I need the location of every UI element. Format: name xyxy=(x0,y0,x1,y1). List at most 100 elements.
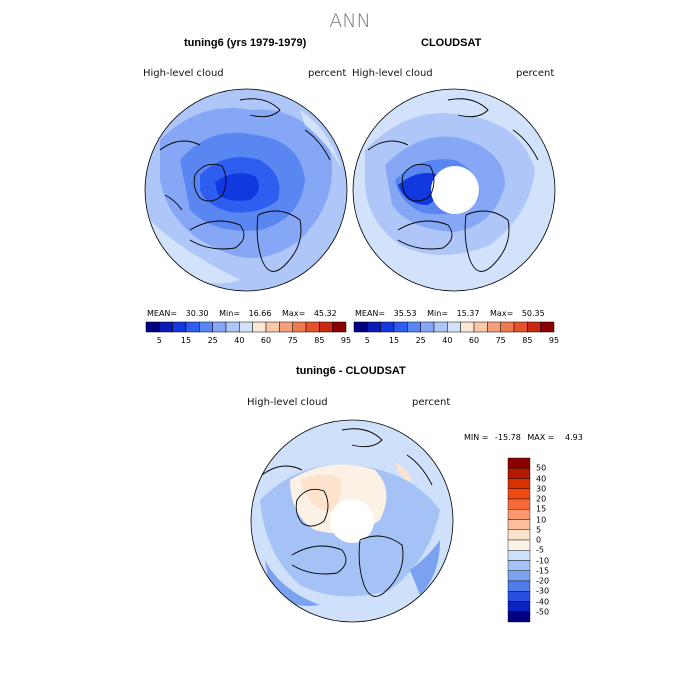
colorbar-swatch xyxy=(507,601,531,612)
colorbar-swatch xyxy=(507,498,531,510)
colorbar-swatch xyxy=(507,529,531,541)
panel-3-title: tuning6 - CLOUDSAT xyxy=(296,365,406,377)
max-value: 4.93 xyxy=(565,433,583,442)
colorbar-swatch xyxy=(507,488,531,500)
panel-2-units-label: percent xyxy=(516,68,555,79)
panel-3-coastlines xyxy=(261,428,433,597)
colorbar-swatch xyxy=(500,321,515,333)
colorbar-swatch xyxy=(353,321,368,333)
max-label: Max= xyxy=(282,309,306,318)
panel-3-units-label: percent xyxy=(412,397,451,408)
colorbar-swatch xyxy=(507,478,531,489)
colorbar-swatch xyxy=(239,321,253,333)
colorbar-tick-label: 30 xyxy=(536,484,547,494)
panel-3-map xyxy=(251,420,453,622)
colorbar-tick-label: 40 xyxy=(234,336,245,345)
colorbar-tick-label: 85 xyxy=(522,336,533,345)
colorbar-tick-label: 10 xyxy=(536,515,547,524)
colorbar-swatch xyxy=(212,321,227,333)
max-value: 45.32 xyxy=(313,309,337,318)
colorbar-tick-label: 5 xyxy=(536,525,542,535)
colorbar-tick-label: 15 xyxy=(536,504,547,514)
colorbar-swatch xyxy=(172,321,187,333)
colorbar-swatch xyxy=(540,321,555,333)
colorbar-tick-label: 25 xyxy=(207,336,218,345)
colorbar-swatch xyxy=(473,321,488,333)
colorbar-tick-label: 95 xyxy=(548,336,560,345)
colorbar-tick-label: 40 xyxy=(536,474,547,483)
max-label: MAX = xyxy=(527,433,555,442)
panel-1-coastlines xyxy=(159,98,331,272)
colorbar-swatch xyxy=(447,321,461,333)
panel-2-map xyxy=(353,89,555,291)
panel-1-title: tuning6 (yrs 1979-1979) xyxy=(184,37,307,49)
colorbar-swatch xyxy=(507,591,531,602)
min-label: Min= xyxy=(219,309,241,318)
colorbar-swatch xyxy=(265,321,280,333)
colorbar-tick-label: -10 xyxy=(536,556,550,565)
colorbar-swatch xyxy=(279,321,293,333)
colorbar-tick-label: 95 xyxy=(340,336,352,345)
colorbar-tick-label: -15 xyxy=(536,566,550,576)
colorbar-swatch xyxy=(513,321,528,333)
colorbar-swatch xyxy=(305,321,320,333)
colorbar-swatch xyxy=(199,321,213,333)
colorbar-tick-label: 0 xyxy=(536,535,542,545)
panel-3-colorbar xyxy=(507,457,531,623)
colorbar-tick-label: 5 xyxy=(156,336,162,345)
colorbar-swatch xyxy=(420,321,435,333)
colorbar-swatch xyxy=(460,321,475,333)
colorbar-tick-label: 5 xyxy=(364,336,370,345)
colorbar-swatch xyxy=(407,321,421,333)
colorbar-swatch xyxy=(507,519,531,530)
mean-value: 30.30 xyxy=(185,309,209,318)
figure-title: ANN xyxy=(329,10,371,32)
mean-label: MEAN= xyxy=(355,309,386,318)
min-value: 16.66 xyxy=(248,309,272,318)
colorbar-swatch xyxy=(185,321,200,333)
colorbar-tick-label: 60 xyxy=(260,336,272,345)
colorbar-tick-label: 25 xyxy=(415,336,426,345)
colorbar-swatch xyxy=(292,321,307,333)
colorbar-tick-label: 75 xyxy=(287,336,298,345)
colorbar-swatch xyxy=(507,539,531,551)
colorbar-swatch xyxy=(507,580,531,592)
colorbar-swatch xyxy=(507,468,531,479)
panel-1-units-label: percent xyxy=(308,68,347,79)
panel-3-variable-label: High-level cloud xyxy=(247,397,328,408)
colorbar-tick-label: -50 xyxy=(536,607,550,617)
colorbar-swatch xyxy=(527,321,541,333)
colorbar-swatch xyxy=(332,321,347,333)
colorbar-swatch xyxy=(225,321,240,333)
colorbar-tick-label: -30 xyxy=(536,586,550,596)
panel-2-coastlines xyxy=(367,98,539,272)
colorbar-swatch xyxy=(319,321,333,333)
panel-2-title: CLOUDSAT xyxy=(421,37,482,49)
colorbar-tick-label: 15 xyxy=(180,336,192,345)
colorbar-swatch xyxy=(433,321,448,333)
colorbar-swatch xyxy=(487,321,501,333)
min-value: -15.78 xyxy=(495,433,521,442)
mean-label: MEAN= xyxy=(147,309,178,318)
colorbar-tick-label: 50 xyxy=(536,463,547,473)
colorbar-swatch xyxy=(507,570,531,582)
colorbar-swatch xyxy=(507,560,531,571)
max-label: Max= xyxy=(490,309,514,318)
colorbar-tick-label: 85 xyxy=(314,336,325,345)
colorbar-tick-label: 60 xyxy=(468,336,480,345)
colorbar-tick-label: -5 xyxy=(536,545,544,555)
colorbar-tick-label: 40 xyxy=(442,336,453,345)
panel-1-variable-label: High-level cloud xyxy=(143,68,224,79)
min-label: Min= xyxy=(427,309,449,318)
panel-2-stats: MEAN= 35.53 Min= 15.37 Max= 50.35 xyxy=(355,309,545,318)
colorbar-swatch xyxy=(380,321,395,333)
panel-1-stats: MEAN= 30.30 Min= 16.66 Max= 45.32 xyxy=(147,309,337,318)
colorbar-swatch xyxy=(252,321,267,333)
panel-2-colorbar xyxy=(353,321,555,333)
colorbar-tick-label: 15 xyxy=(388,336,400,345)
colorbar-swatch xyxy=(507,509,531,520)
colorbar-swatch xyxy=(367,321,381,333)
colorbar-swatch xyxy=(393,321,408,333)
colorbar-swatch xyxy=(507,611,531,623)
